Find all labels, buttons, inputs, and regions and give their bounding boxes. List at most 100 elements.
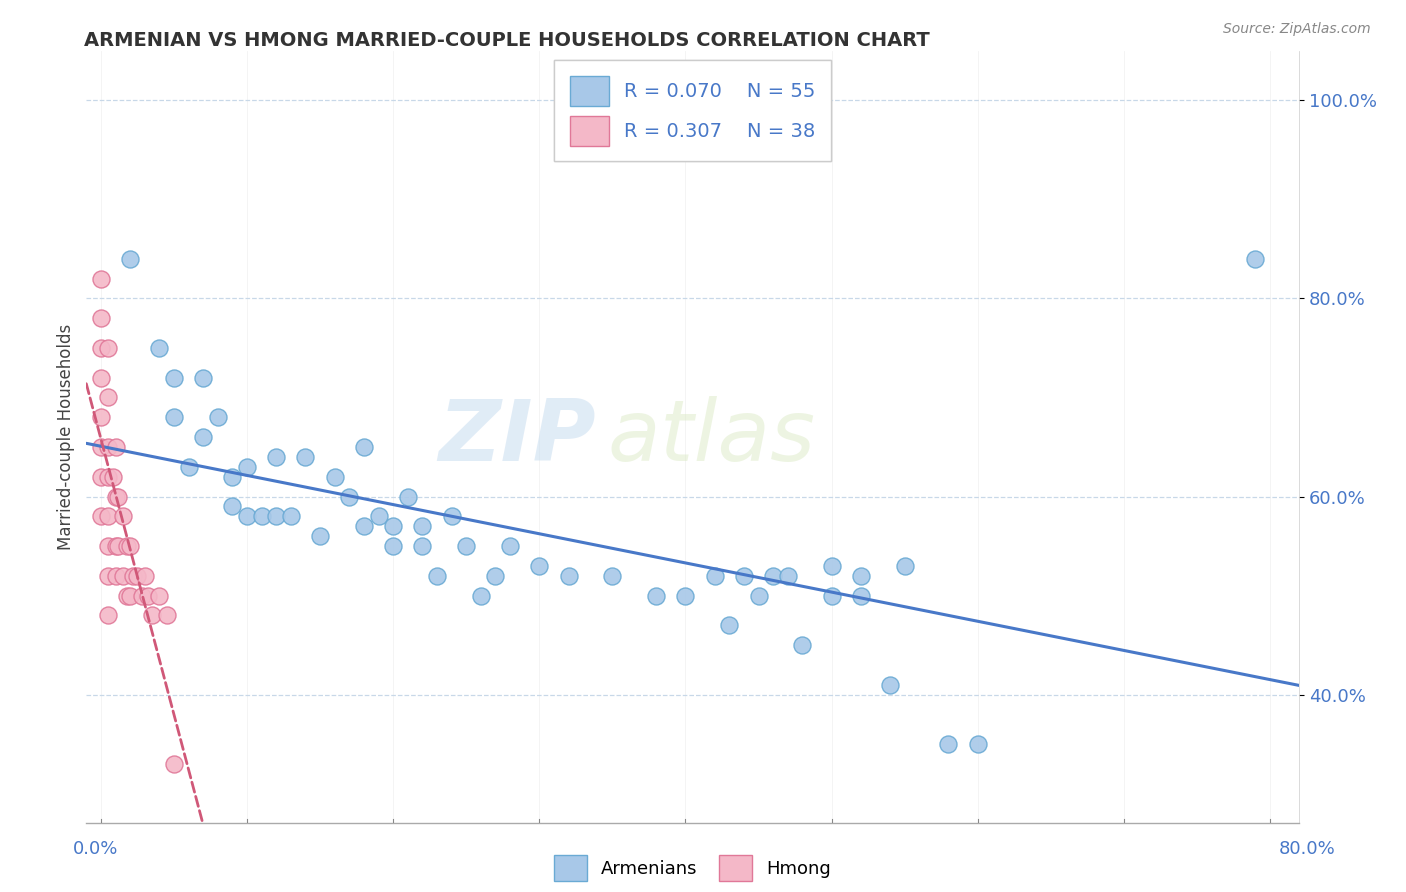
- Text: 80.0%: 80.0%: [1279, 840, 1336, 858]
- Point: [148, 589, 170, 603]
- Point: [111, 509, 134, 524]
- Point: [97, 608, 120, 623]
- Point: [294, 450, 316, 464]
- Point: [104, 440, 127, 454]
- Point: [382, 539, 405, 553]
- Point: [90, 341, 112, 355]
- Point: [97, 569, 120, 583]
- Text: 0.0%: 0.0%: [73, 840, 118, 858]
- Point: [163, 757, 186, 772]
- Point: [792, 638, 814, 652]
- Point: [456, 539, 478, 553]
- Point: [90, 311, 112, 326]
- Point: [97, 391, 120, 405]
- Point: [115, 539, 138, 553]
- Point: [396, 490, 419, 504]
- Point: [849, 569, 872, 583]
- Point: [115, 589, 138, 603]
- Point: [703, 569, 725, 583]
- Point: [97, 539, 120, 553]
- Point: [90, 271, 112, 285]
- Text: atlas: atlas: [607, 395, 815, 479]
- Point: [309, 529, 332, 543]
- Point: [221, 469, 243, 483]
- Point: [163, 370, 186, 384]
- Point: [675, 589, 697, 603]
- Point: [747, 589, 769, 603]
- Point: [122, 569, 145, 583]
- Point: [134, 569, 156, 583]
- Point: [97, 440, 120, 454]
- Point: [484, 569, 506, 583]
- Point: [131, 589, 153, 603]
- Text: ZIP: ZIP: [439, 395, 596, 479]
- Point: [90, 370, 112, 384]
- Point: [193, 430, 215, 444]
- Point: [264, 509, 287, 524]
- Point: [193, 370, 215, 384]
- Point: [107, 490, 129, 504]
- Point: [90, 469, 112, 483]
- Point: [104, 490, 127, 504]
- Point: [97, 469, 120, 483]
- Point: [557, 569, 579, 583]
- Point: [90, 410, 112, 425]
- Point: [120, 539, 142, 553]
- Point: [820, 589, 842, 603]
- Point: [236, 459, 259, 474]
- Point: [90, 509, 112, 524]
- Point: [90, 440, 112, 454]
- Text: Source: ZipAtlas.com: Source: ZipAtlas.com: [1223, 22, 1371, 37]
- Point: [411, 519, 433, 533]
- Point: [97, 341, 120, 355]
- Point: [602, 569, 624, 583]
- Point: [353, 519, 375, 533]
- Point: [111, 569, 134, 583]
- Point: [470, 589, 492, 603]
- Point: [156, 608, 179, 623]
- Point: [337, 490, 360, 504]
- Point: [440, 509, 463, 524]
- Point: [879, 678, 901, 692]
- Point: [367, 509, 389, 524]
- Point: [849, 589, 872, 603]
- Point: [127, 569, 149, 583]
- Point: [141, 608, 163, 623]
- Point: [820, 558, 842, 573]
- Point: [107, 539, 129, 553]
- Point: [966, 737, 988, 751]
- Point: [250, 509, 273, 524]
- Point: [136, 589, 159, 603]
- Point: [426, 569, 449, 583]
- Point: [221, 500, 243, 514]
- Point: [411, 539, 433, 553]
- Point: [776, 569, 799, 583]
- Point: [529, 558, 551, 573]
- Point: [236, 509, 259, 524]
- Point: [733, 569, 755, 583]
- Point: [938, 737, 960, 751]
- Point: [104, 569, 127, 583]
- Point: [1244, 252, 1267, 266]
- Point: [280, 509, 302, 524]
- Point: [382, 519, 405, 533]
- Point: [163, 410, 186, 425]
- Y-axis label: Married-couple Households: Married-couple Households: [58, 324, 75, 550]
- Point: [120, 589, 142, 603]
- Legend: R = 0.070    N = 55, R = 0.307    N = 38: R = 0.070 N = 55, R = 0.307 N = 38: [554, 61, 831, 161]
- Point: [718, 618, 741, 632]
- Point: [148, 341, 170, 355]
- Text: ARMENIAN VS HMONG MARRIED-COUPLE HOUSEHOLDS CORRELATION CHART: ARMENIAN VS HMONG MARRIED-COUPLE HOUSEHO…: [84, 31, 931, 50]
- Point: [762, 569, 785, 583]
- Point: [353, 440, 375, 454]
- Point: [207, 410, 229, 425]
- Point: [499, 539, 522, 553]
- Point: [893, 558, 915, 573]
- Point: [264, 450, 287, 464]
- Point: [104, 539, 127, 553]
- Point: [177, 459, 200, 474]
- Point: [120, 252, 142, 266]
- Point: [645, 589, 668, 603]
- Point: [101, 469, 124, 483]
- Point: [323, 469, 346, 483]
